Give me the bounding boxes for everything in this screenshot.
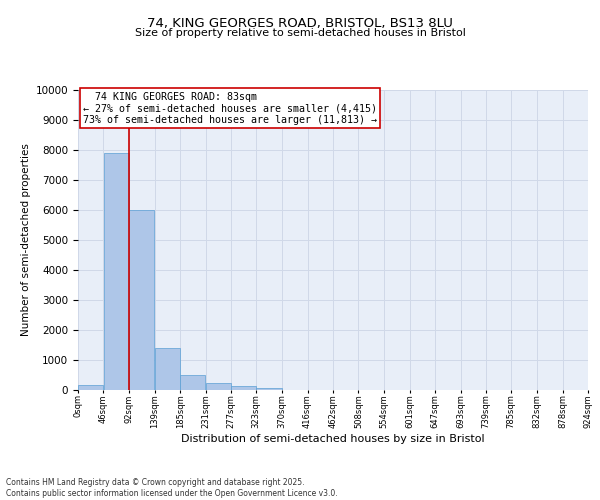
Bar <box>78 385 103 390</box>
X-axis label: Distribution of semi-detached houses by size in Bristol: Distribution of semi-detached houses by … <box>181 434 485 444</box>
Bar <box>104 153 128 390</box>
Bar <box>129 210 154 390</box>
Text: Size of property relative to semi-detached houses in Bristol: Size of property relative to semi-detach… <box>134 28 466 38</box>
Text: Contains HM Land Registry data © Crown copyright and database right 2025.
Contai: Contains HM Land Registry data © Crown c… <box>6 478 338 498</box>
Text: 74, KING GEORGES ROAD, BRISTOL, BS13 8LU: 74, KING GEORGES ROAD, BRISTOL, BS13 8LU <box>147 18 453 30</box>
Bar <box>231 386 256 390</box>
Bar <box>206 383 231 390</box>
Text: 74 KING GEORGES ROAD: 83sqm
← 27% of semi-detached houses are smaller (4,415)
73: 74 KING GEORGES ROAD: 83sqm ← 27% of sem… <box>83 92 377 124</box>
Bar <box>180 376 205 390</box>
Bar <box>256 388 281 390</box>
Bar <box>155 348 180 390</box>
Y-axis label: Number of semi-detached properties: Number of semi-detached properties <box>22 144 31 336</box>
